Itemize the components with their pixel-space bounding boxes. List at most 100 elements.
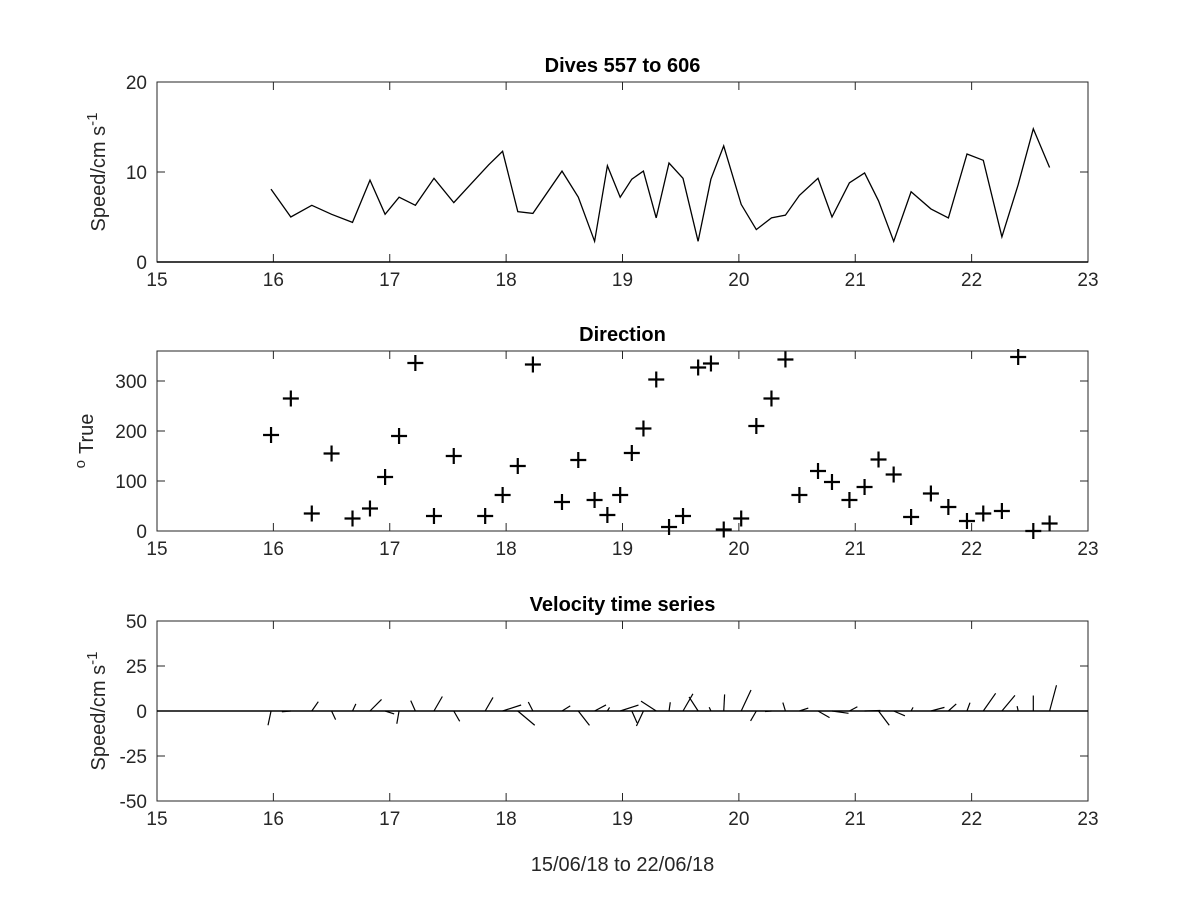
velocity-title: Velocity time series bbox=[530, 594, 716, 616]
direction-point bbox=[885, 466, 902, 483]
velocity-ytick-label: 25 bbox=[126, 657, 147, 678]
velocity-stick bbox=[484, 697, 494, 712]
velocity-stick bbox=[682, 693, 694, 712]
direction-xtick-label: 21 bbox=[845, 539, 866, 560]
direction-title: Direction bbox=[579, 324, 666, 346]
velocity-stick bbox=[764, 710, 772, 713]
direction-point bbox=[1025, 523, 1042, 539]
direction-point bbox=[344, 510, 361, 527]
velocity-stick bbox=[782, 702, 786, 712]
direction-ylabel: o True bbox=[72, 414, 98, 469]
velocity-stick bbox=[668, 702, 671, 712]
direction-point bbox=[263, 427, 280, 443]
direction-point bbox=[445, 448, 462, 464]
velocity-stick bbox=[910, 707, 914, 712]
velocity-stick bbox=[1049, 685, 1058, 712]
direction-point bbox=[407, 355, 424, 371]
direction-xtick-label: 17 bbox=[379, 539, 400, 560]
direction-point bbox=[282, 390, 299, 407]
velocity-ytick-label: -25 bbox=[120, 747, 147, 768]
direction-point bbox=[303, 505, 320, 522]
direction-point bbox=[623, 445, 640, 461]
velocity-stick bbox=[267, 710, 272, 726]
speed-xtick-label: 16 bbox=[263, 270, 284, 291]
speed-title: Dives 557 to 606 bbox=[545, 55, 701, 77]
velocity-xtick-label: 20 bbox=[728, 809, 749, 830]
velocity-stick bbox=[966, 702, 971, 712]
direction-ylabel-superscript: o bbox=[72, 460, 89, 468]
direction-point bbox=[494, 487, 511, 503]
direction-point bbox=[733, 510, 750, 527]
direction-point bbox=[903, 509, 920, 525]
direction-ytick-label: 200 bbox=[115, 422, 147, 443]
velocity-panel: Velocity time series 15 16 17 18 19 20 21 22 23 -5… bbox=[84, 594, 1099, 876]
velocity-xtick-label: 19 bbox=[612, 809, 633, 830]
velocity-ytick-label: -50 bbox=[120, 792, 147, 813]
velocity-xtick-label: 17 bbox=[379, 809, 400, 830]
velocity-stick bbox=[831, 710, 849, 714]
velocity-stick bbox=[331, 710, 337, 720]
direction-point bbox=[763, 390, 780, 407]
direction-point bbox=[922, 485, 939, 502]
direction-xtick-label: 20 bbox=[728, 539, 749, 560]
velocity-stick bbox=[1016, 705, 1019, 712]
direction-point bbox=[509, 458, 526, 474]
velocity-stick bbox=[410, 700, 416, 712]
direction-point bbox=[777, 351, 794, 368]
velocity-stick bbox=[351, 703, 357, 712]
direction-xtick-label: 15 bbox=[146, 539, 167, 560]
direction-point bbox=[675, 508, 692, 524]
direction-xtick-label: 19 bbox=[612, 539, 633, 560]
speed-xtick-label: 17 bbox=[379, 270, 400, 291]
direction-point bbox=[940, 499, 957, 515]
velocity-stick bbox=[799, 707, 809, 712]
velocity-stick bbox=[384, 710, 395, 715]
direction-point bbox=[791, 487, 808, 503]
velocity-stick bbox=[606, 707, 611, 712]
velocity-stick bbox=[740, 689, 752, 712]
velocity-stick bbox=[527, 701, 534, 712]
velocity-xtick-label: 16 bbox=[263, 809, 284, 830]
direction-xtick-label: 18 bbox=[496, 539, 517, 560]
speed-xtick-label: 23 bbox=[1077, 270, 1098, 291]
speed-ylabel-text: Speed/cm s bbox=[88, 126, 110, 232]
velocity-stick bbox=[1001, 695, 1016, 712]
velocity-ytick-label: 50 bbox=[126, 612, 147, 633]
velocity-stick bbox=[502, 704, 522, 712]
velocity-ylabel: Speed/cm s-1 bbox=[84, 652, 110, 771]
velocity-ylabel-superscript: -1 bbox=[84, 652, 101, 665]
velocity-stick bbox=[635, 710, 644, 727]
speed-xtick-label: 20 bbox=[728, 270, 749, 291]
velocity-stick bbox=[311, 701, 319, 712]
velocity-ytick-label: 0 bbox=[136, 702, 147, 723]
velocity-stick bbox=[982, 692, 997, 712]
direction-point bbox=[391, 428, 408, 444]
velocity-xlabel: 15/06/18 to 22/06/18 bbox=[531, 854, 715, 876]
direction-point bbox=[975, 505, 992, 522]
speed-panel: Dives 557 to 606 15 16 17 18 19 20 21 22 23 0 10 20 S… bbox=[84, 55, 1099, 291]
velocity-stick bbox=[864, 709, 881, 712]
direction-point bbox=[570, 452, 587, 468]
direction-point bbox=[702, 355, 719, 372]
velocity-xtick-label: 22 bbox=[961, 809, 982, 830]
direction-point bbox=[856, 479, 873, 495]
direction-point bbox=[553, 494, 570, 510]
velocity-stick bbox=[947, 703, 957, 712]
speed-xtick-label: 22 bbox=[961, 270, 982, 291]
speed-xtick-label: 18 bbox=[496, 270, 517, 291]
speed-ytick-label: 0 bbox=[136, 253, 147, 274]
direction-point bbox=[361, 500, 378, 517]
speed-ylabel: Speed/cm s-1 bbox=[84, 113, 110, 232]
direction-xtick-label: 16 bbox=[263, 539, 284, 560]
velocity-stick bbox=[640, 700, 657, 712]
velocity-stick bbox=[750, 710, 757, 722]
velocity-stick bbox=[453, 710, 461, 722]
velocity-stick bbox=[708, 706, 712, 712]
direction-point bbox=[1041, 515, 1058, 532]
velocity-stick bbox=[396, 710, 400, 724]
speed-xtick-label: 21 bbox=[845, 270, 866, 291]
direction-point bbox=[377, 469, 394, 485]
direction-point bbox=[1010, 349, 1027, 365]
direction-panel: Direction 15 16 17 18 19 20 21 22 23 0 100 200 300 o Tr… bbox=[72, 324, 1099, 560]
